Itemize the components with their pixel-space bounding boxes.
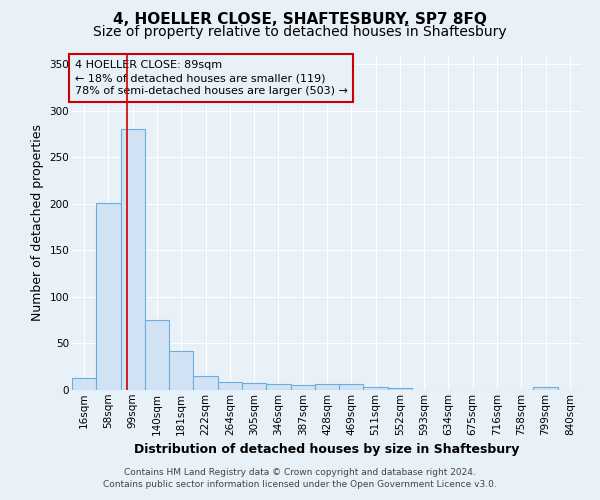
Bar: [266, 384, 290, 390]
Bar: [121, 128, 145, 390]
X-axis label: Distribution of detached houses by size in Shaftesbury: Distribution of detached houses by size …: [134, 443, 520, 456]
Text: 4, HOELLER CLOSE, SHAFTESBURY, SP7 8FQ: 4, HOELLER CLOSE, SHAFTESBURY, SP7 8FQ: [113, 12, 487, 28]
Bar: [193, 376, 218, 390]
Bar: [242, 384, 266, 390]
Text: Size of property relative to detached houses in Shaftesbury: Size of property relative to detached ho…: [93, 25, 507, 39]
Bar: [290, 386, 315, 390]
Bar: [96, 203, 121, 390]
Bar: [72, 378, 96, 390]
Bar: [533, 387, 558, 390]
Bar: [145, 320, 169, 390]
Bar: [218, 382, 242, 390]
Bar: [339, 384, 364, 390]
Y-axis label: Number of detached properties: Number of detached properties: [31, 124, 44, 321]
Bar: [364, 387, 388, 390]
Bar: [388, 388, 412, 390]
Text: 4 HOELLER CLOSE: 89sqm
← 18% of detached houses are smaller (119)
78% of semi-de: 4 HOELLER CLOSE: 89sqm ← 18% of detached…: [74, 60, 347, 96]
Bar: [169, 351, 193, 390]
Text: Contains HM Land Registry data © Crown copyright and database right 2024.
Contai: Contains HM Land Registry data © Crown c…: [103, 468, 497, 489]
Bar: [315, 384, 339, 390]
